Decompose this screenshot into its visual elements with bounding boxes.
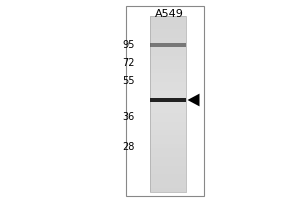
- Bar: [150, 108, 186, 113]
- Text: 28: 28: [123, 142, 135, 152]
- Bar: [126, 6, 204, 196]
- Bar: [150, 117, 186, 122]
- Text: 72: 72: [122, 58, 135, 68]
- Bar: [150, 78, 186, 82]
- Bar: [150, 188, 186, 192]
- Text: 36: 36: [123, 112, 135, 122]
- Bar: [150, 126, 186, 130]
- Bar: [150, 135, 186, 139]
- Text: 55: 55: [122, 76, 135, 86]
- Bar: [150, 38, 186, 42]
- Bar: [150, 60, 186, 64]
- Polygon shape: [188, 94, 200, 106]
- Bar: [150, 183, 186, 188]
- Bar: [150, 170, 186, 174]
- Bar: [150, 16, 186, 192]
- Bar: [150, 98, 186, 102]
- Bar: [150, 51, 186, 56]
- Bar: [150, 64, 186, 69]
- Bar: [150, 113, 186, 117]
- Bar: [150, 144, 186, 148]
- Bar: [150, 43, 186, 47]
- Text: A549: A549: [155, 9, 184, 19]
- Bar: [150, 104, 186, 108]
- Bar: [150, 148, 186, 152]
- Bar: [150, 42, 186, 47]
- Bar: [150, 25, 186, 29]
- Bar: [150, 122, 186, 126]
- Bar: [150, 29, 186, 34]
- Bar: [150, 34, 186, 38]
- Bar: [150, 95, 186, 100]
- Bar: [150, 73, 186, 78]
- Bar: [150, 157, 186, 161]
- Bar: [150, 47, 186, 51]
- Bar: [150, 91, 186, 95]
- Bar: [150, 174, 186, 179]
- Bar: [150, 100, 186, 104]
- Bar: [150, 82, 186, 86]
- Bar: [150, 161, 186, 166]
- Bar: [150, 179, 186, 183]
- Bar: [150, 130, 186, 135]
- Bar: [150, 16, 186, 20]
- Bar: [150, 152, 186, 157]
- Bar: [150, 86, 186, 91]
- Bar: [150, 20, 186, 25]
- Bar: [150, 69, 186, 73]
- Text: 95: 95: [123, 40, 135, 50]
- Bar: [150, 56, 186, 60]
- Bar: [150, 139, 186, 144]
- Bar: [150, 166, 186, 170]
